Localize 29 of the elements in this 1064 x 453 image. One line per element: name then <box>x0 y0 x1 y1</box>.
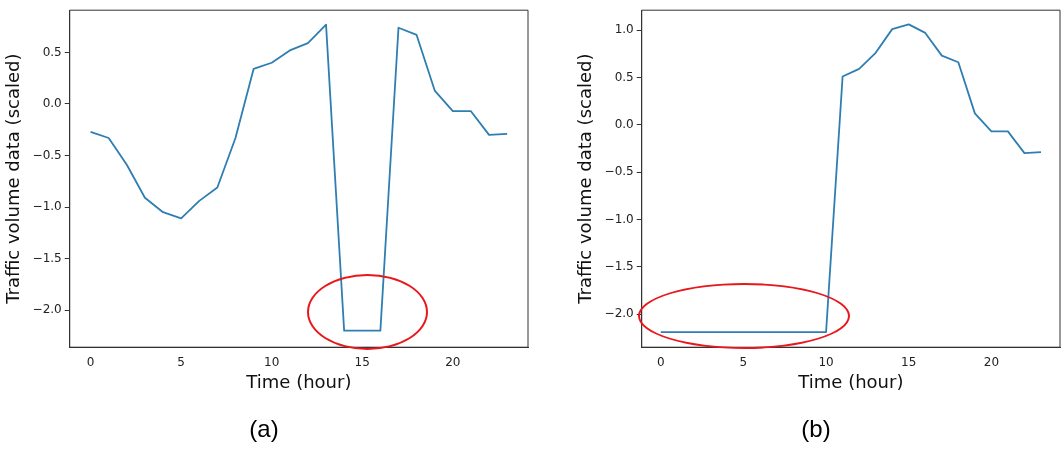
y-tick-label: 0.0 <box>42 96 62 111</box>
x-tick-label: 5 <box>177 354 185 369</box>
y-tick-label: 0.0 <box>614 116 634 131</box>
y-axis-title: Traffic volume data (scaled) <box>2 53 24 305</box>
y-tick-label: −0.5 <box>32 147 62 162</box>
x-tick-label: 10 <box>264 354 280 369</box>
x-tick-label: 20 <box>983 354 1000 369</box>
y-tick-label: −1.0 <box>32 199 62 214</box>
x-axis-title: Time (hour) <box>245 371 352 393</box>
text: (b) <box>801 415 831 443</box>
y-tick-label: −0.5 <box>604 164 634 179</box>
y-tick-label: −1.5 <box>604 258 634 273</box>
x-tick-label: 15 <box>354 354 370 369</box>
y-tick-label: 1.0 <box>614 22 634 37</box>
y-tick-label: −2.0 <box>32 302 62 317</box>
x-tick-label: 0 <box>86 354 95 369</box>
x-axis-title: Time (hour) <box>797 371 904 393</box>
y-tick-label: −1.0 <box>604 211 634 226</box>
x-tick-label: 0 <box>656 354 665 369</box>
x-tick-label: 15 <box>901 354 917 369</box>
y-axis-title: Traffic volume data (scaled) <box>574 53 596 305</box>
y-tick-label: −1.5 <box>32 250 62 265</box>
x-tick-label: 20 <box>445 354 461 369</box>
x-tick-label: 10 <box>818 354 834 369</box>
y-tick-label: 0.5 <box>42 44 62 59</box>
y-tick-label: −2.0 <box>604 306 634 321</box>
y-tick-label: 0.5 <box>614 69 634 84</box>
text: (a) <box>249 415 279 443</box>
x-tick-label: 5 <box>739 354 748 369</box>
